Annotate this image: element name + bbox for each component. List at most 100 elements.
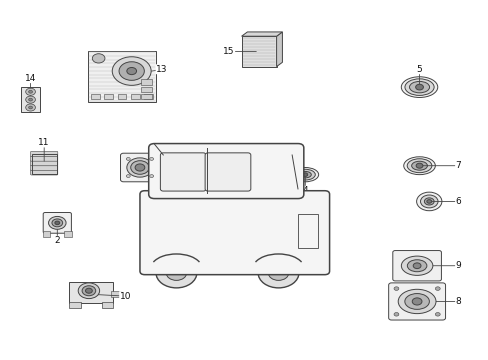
Circle shape [82, 286, 96, 296]
Circle shape [268, 265, 288, 280]
Circle shape [26, 96, 35, 103]
Bar [102, 302, 113, 307]
Circle shape [268, 162, 279, 170]
Circle shape [26, 88, 35, 95]
Ellipse shape [403, 157, 434, 175]
Circle shape [393, 312, 398, 316]
Circle shape [434, 287, 439, 291]
Circle shape [412, 263, 420, 269]
Bar [64, 231, 72, 237]
Ellipse shape [401, 77, 437, 98]
Ellipse shape [397, 289, 435, 314]
Bar [241, 36, 276, 67]
Bar [111, 292, 120, 297]
Polygon shape [259, 155, 288, 176]
Bar [219, 143, 260, 171]
Circle shape [156, 258, 197, 288]
Circle shape [92, 54, 105, 63]
Circle shape [272, 215, 289, 228]
Ellipse shape [407, 260, 426, 272]
Circle shape [112, 57, 151, 85]
FancyBboxPatch shape [388, 283, 445, 320]
Bar [131, 94, 140, 99]
Ellipse shape [404, 79, 433, 95]
Ellipse shape [404, 293, 428, 309]
Circle shape [149, 175, 153, 177]
FancyBboxPatch shape [30, 152, 58, 157]
FancyBboxPatch shape [30, 165, 58, 170]
Circle shape [26, 104, 35, 111]
Circle shape [270, 174, 276, 179]
Bar [141, 80, 152, 85]
Text: 13: 13 [156, 65, 167, 74]
Ellipse shape [401, 256, 432, 275]
Polygon shape [241, 32, 282, 36]
Circle shape [224, 148, 227, 151]
Circle shape [29, 90, 32, 93]
Circle shape [302, 173, 307, 176]
Circle shape [126, 67, 136, 75]
Circle shape [29, 106, 32, 109]
Bar [42, 231, 50, 237]
Circle shape [149, 157, 153, 160]
FancyBboxPatch shape [160, 153, 205, 191]
Ellipse shape [299, 171, 311, 178]
Text: 1: 1 [263, 152, 269, 161]
Circle shape [264, 159, 282, 172]
Bar [117, 94, 126, 99]
Text: 8: 8 [455, 297, 460, 306]
Circle shape [52, 219, 62, 227]
Bar [260, 153, 264, 160]
Circle shape [55, 221, 60, 225]
Circle shape [426, 200, 431, 203]
Bar [104, 94, 113, 99]
Bar [69, 282, 113, 303]
FancyBboxPatch shape [140, 191, 329, 275]
Circle shape [243, 163, 246, 166]
Bar [88, 50, 156, 102]
Circle shape [243, 156, 246, 158]
Circle shape [130, 161, 149, 174]
Bar [297, 214, 318, 248]
Text: 11: 11 [39, 138, 50, 147]
Text: 12: 12 [255, 208, 266, 217]
Circle shape [411, 298, 421, 305]
Ellipse shape [295, 169, 315, 180]
Circle shape [119, 62, 144, 80]
Circle shape [166, 265, 186, 280]
Circle shape [233, 148, 237, 151]
Circle shape [276, 217, 285, 225]
Text: 6: 6 [455, 197, 460, 206]
Circle shape [285, 163, 291, 168]
Circle shape [126, 175, 130, 177]
Circle shape [256, 163, 262, 168]
FancyBboxPatch shape [30, 161, 58, 166]
Circle shape [233, 163, 237, 166]
Circle shape [416, 192, 441, 211]
Circle shape [135, 164, 144, 171]
Circle shape [252, 163, 256, 166]
Circle shape [271, 164, 276, 167]
Text: 10: 10 [120, 292, 131, 301]
Circle shape [85, 288, 92, 293]
Text: 2: 2 [270, 176, 276, 185]
Polygon shape [276, 32, 282, 67]
Circle shape [415, 163, 422, 168]
Text: 4: 4 [302, 186, 307, 195]
Bar [144, 94, 153, 99]
Bar [141, 94, 152, 99]
Bar [31, 154, 57, 174]
Text: 14: 14 [25, 74, 36, 83]
Circle shape [224, 163, 227, 166]
Bar [69, 302, 81, 307]
Circle shape [243, 148, 246, 151]
Circle shape [78, 283, 100, 298]
Circle shape [126, 158, 153, 177]
FancyBboxPatch shape [30, 170, 58, 175]
FancyBboxPatch shape [43, 212, 71, 233]
Circle shape [233, 156, 237, 158]
Bar [141, 87, 152, 92]
Circle shape [252, 156, 256, 158]
Circle shape [126, 157, 130, 160]
Circle shape [258, 258, 298, 288]
